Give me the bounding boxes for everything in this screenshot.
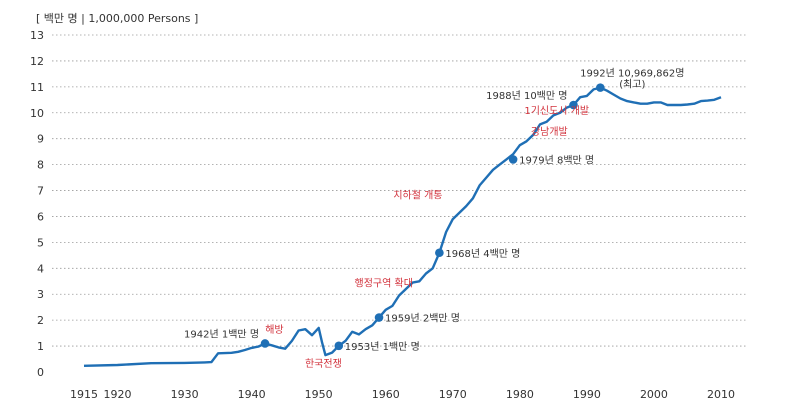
event-label: 지하철 개통 (393, 188, 442, 201)
y-tick-label: 7 (37, 185, 44, 198)
milestone-point (260, 339, 270, 348)
event-label: 한국전쟁 (305, 358, 342, 370)
y-tick-label: 13 (30, 29, 44, 42)
milestone-label: 1979년 8백만 명 (519, 154, 594, 166)
y-tick-label: 2 (37, 314, 44, 327)
y-tick-label: 10 (30, 107, 44, 120)
y-tick-label: 11 (30, 81, 44, 94)
y-tick-label: 5 (37, 236, 44, 249)
milestone-label: 1942년 1백만 명 (184, 328, 259, 340)
y-tick-label: 1 (37, 340, 44, 353)
x-tick-label: 2000 (640, 388, 668, 401)
series-layer (83, 86, 722, 367)
y-tick-label: 3 (37, 288, 44, 301)
event-label: 강남개발 (531, 126, 568, 138)
milestone-point (334, 341, 344, 351)
y-tick-label: 4 (37, 262, 44, 275)
milestone-label: 1953년 1백만 명 (345, 341, 420, 353)
y-tick-label: 6 (37, 210, 44, 223)
x-tick-label: 1950 (305, 388, 333, 401)
event-label: 행정구역 확대 (355, 277, 413, 289)
x-axis-ticks: 1915 1920 1930 1940 1950 1960 1970 1980 1990 2000… (70, 388, 735, 401)
x-tick-label: 1940 (238, 388, 266, 401)
x-tick-label: 1920 (104, 388, 132, 401)
milestone-label: 1992년 10,969,862명 (580, 68, 684, 80)
event-label: 해방 (265, 323, 283, 336)
milestone-label: 1968년 4백만 명 (445, 248, 520, 260)
milestone-point (569, 100, 578, 110)
x-tick-label: 1915 (70, 388, 98, 401)
unit-label: [ 백만 명 | 1,000,000 Persons ] (36, 12, 198, 25)
x-tick-label: 1960 (372, 388, 400, 401)
x-tick-label: 2010 (707, 388, 735, 401)
y-tick-label: 12 (30, 55, 44, 68)
milestone-label: 1988년 10백만 명 (486, 90, 567, 102)
milestone-point (596, 83, 605, 92)
y-tick-label: 9 (37, 133, 44, 146)
milestone-layer: 1942년 1백만 명 1953년 1백만 명 1959년 2백만 명 1968년 4… (184, 68, 684, 353)
milestone-point (508, 155, 518, 164)
milestone-point (435, 248, 444, 258)
milestone-sublabel: (최고) (619, 79, 645, 91)
milestone-point (374, 313, 384, 322)
y-tick-label: 0 (37, 366, 44, 379)
y-tick-label: 8 (37, 159, 44, 172)
x-tick-label: 1970 (439, 388, 467, 401)
x-tick-label: 1930 (171, 388, 199, 401)
gridlines (52, 34, 748, 347)
x-tick-label: 1990 (573, 388, 601, 401)
event-label: 1기신도시 개발 (524, 105, 589, 117)
milestone-label: 1959년 2백만 명 (385, 313, 460, 325)
x-tick-label: 1980 (506, 388, 534, 401)
population-series-line (83, 86, 722, 367)
